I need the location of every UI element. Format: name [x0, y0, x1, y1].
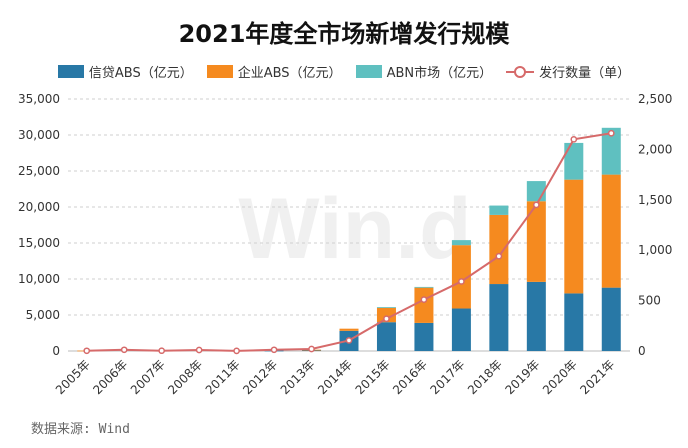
legend: 信贷ABS（亿元） 企业ABS（亿元） ABN市场（亿元） 发行数量（单）	[0, 62, 688, 81]
bar-segment[interactable]	[339, 328, 359, 331]
bar-segment[interactable]	[564, 179, 584, 294]
y-right-tick-label: 2,000	[638, 142, 672, 156]
issue-count-point[interactable]	[383, 315, 390, 323]
bar-segment[interactable]	[526, 281, 546, 351]
bar-segment[interactable]	[601, 174, 621, 288]
bar-segment[interactable]	[376, 307, 396, 308]
x-tick-label: 2015年	[353, 357, 393, 397]
x-tick-label: 2019年	[502, 357, 542, 397]
x-tick-label: 2014年	[315, 357, 355, 397]
legend-label-abn: ABN市场（亿元）	[386, 66, 493, 81]
watermark: Win.d	[238, 181, 471, 277]
x-tick-label: 2006年	[90, 357, 130, 397]
x-tick-label: 2016年	[390, 357, 430, 397]
bar-segment[interactable]	[414, 322, 434, 351]
issue-count-point[interactable]	[308, 345, 315, 353]
y-left-tick-label: 35,000	[18, 92, 60, 106]
issue-count-point[interactable]	[570, 135, 578, 143]
issue-count-point[interactable]	[458, 278, 465, 285]
issue-count-point[interactable]	[270, 346, 278, 354]
x-tick-label: 2005年	[53, 357, 93, 397]
legend-item-abn[interactable]: ABN市场（亿元）	[355, 62, 493, 81]
bar-segment[interactable]	[414, 286, 434, 288]
bar-segment[interactable]	[601, 127, 621, 175]
bar-segment[interactable]	[526, 181, 546, 202]
issue-count-point[interactable]	[345, 337, 353, 344]
legend-swatch-abn	[355, 65, 382, 78]
x-tick-label: 2012年	[240, 357, 280, 397]
bar-segment[interactable]	[414, 287, 434, 323]
x-tick-label: 2007年	[128, 357, 168, 397]
bar-segment[interactable]	[526, 201, 546, 282]
y-right-tick-label: 500	[638, 294, 661, 308]
bar-segment[interactable]	[376, 322, 396, 351]
issue-count-point[interactable]	[607, 129, 615, 137]
chart-title: 2021年度全市场新增发行规模	[178, 20, 510, 48]
y-right-tick-label: 1,500	[638, 193, 672, 207]
bar-segment[interactable]	[489, 284, 509, 351]
y-right-tick-label: 0	[638, 344, 646, 358]
issue-count-line	[83, 129, 615, 355]
y-left-tick-label: 20,000	[18, 200, 60, 214]
issue-count-point[interactable]	[495, 252, 503, 260]
legend-label-loan-abs: 信贷ABS（亿元）	[88, 66, 193, 81]
bar-segment[interactable]	[376, 307, 396, 323]
x-tick-label: 2008年	[165, 357, 205, 397]
legend-item-issue-count[interactable]: 发行数量（单）	[506, 62, 630, 81]
x-tick-label: 2020年	[540, 357, 580, 397]
issue-count-point[interactable]	[120, 346, 128, 354]
x-tick-label: 2017年	[428, 357, 468, 397]
legend-item-loan-abs[interactable]: 信贷ABS（亿元）	[57, 62, 193, 81]
bar-segment[interactable]	[451, 245, 471, 309]
legend-swatch-loan-abs	[57, 65, 84, 78]
x-tick-label: 2013年	[278, 357, 318, 397]
legend-label-corporate-abs: 企业ABS（亿元）	[237, 66, 342, 81]
x-tick-label: 2018年	[465, 357, 505, 397]
y-left-tick-label: 10,000	[18, 272, 60, 286]
x-tick-label: 2021年	[577, 357, 617, 397]
source-note: 数据来源: Wind	[31, 422, 130, 437]
legend-item-corporate-abs[interactable]: 企业ABS（亿元）	[206, 62, 342, 81]
issue-count-point[interactable]	[532, 201, 540, 209]
bar-segment[interactable]	[451, 240, 471, 246]
y-left-tick-label: 15,000	[18, 236, 60, 250]
y-left-tick-label: 0	[52, 344, 60, 358]
y-right-tick-label: 1,000	[638, 243, 672, 257]
bar-segment[interactable]	[489, 205, 509, 215]
y-left-tick-label: 25,000	[18, 164, 60, 178]
x-tick-label: 2011年	[203, 357, 243, 397]
issue-count-point[interactable]	[158, 347, 166, 355]
y-right-tick-label: 2,500	[638, 92, 672, 106]
bar-segment[interactable]	[564, 293, 584, 351]
bar-segment[interactable]	[451, 308, 471, 351]
legend-swatch-issue-count	[506, 65, 535, 79]
issue-count-point[interactable]	[195, 346, 203, 354]
y-left-tick-label: 5,000	[26, 308, 60, 322]
bar-segment[interactable]	[489, 214, 509, 285]
issue-count-point[interactable]	[83, 347, 91, 355]
legend-label-issue-count: 发行数量（单）	[539, 66, 631, 81]
y-left-tick-label: 30,000	[18, 128, 60, 142]
bar-segment[interactable]	[564, 142, 584, 180]
bar-segment[interactable]	[601, 287, 621, 351]
issue-count-point[interactable]	[233, 347, 240, 355]
legend-swatch-corporate-abs	[206, 65, 233, 78]
issue-count-point[interactable]	[420, 296, 428, 303]
